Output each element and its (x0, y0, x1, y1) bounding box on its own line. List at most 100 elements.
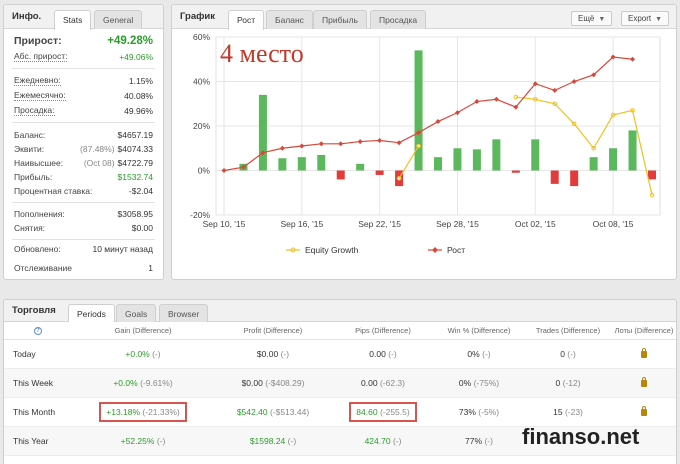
bar (472, 149, 481, 171)
table-row: This Month +13.18% (-21.33%) $542.40 (-$… (4, 397, 676, 427)
withdrawals-value: $0.00 (131, 223, 153, 233)
updated-value: 10 минут назад (92, 244, 153, 254)
bar (375, 170, 384, 175)
bar (258, 94, 267, 171)
growth-value: +49.28% (107, 35, 153, 47)
legend-equity-label: Equity Growth (305, 245, 359, 255)
table-row: Today +0.0% (-) $0.00 (-) 0.00 (-) 0% (-… (4, 339, 676, 369)
watermark-text: finanso.net (522, 424, 640, 449)
table-row: This Week +0.0% (-9.61%) $0.00 (-$408.29… (4, 368, 676, 398)
lock-icon (641, 347, 647, 358)
y-tick-label: -20% (190, 210, 210, 220)
win-value: 0% (467, 348, 480, 359)
gain-cell: +0.0% (-) (72, 339, 214, 369)
rost-point (474, 99, 480, 105)
rost-point (630, 56, 636, 62)
rost-point (571, 79, 577, 84)
tab-browser[interactable]: Browser (159, 304, 209, 322)
gain-diff: (-9.61%) (140, 377, 173, 388)
more-button-label: Ещё (578, 14, 595, 23)
deposits-label: Пополнения: (14, 209, 65, 219)
withdrawals-row: Снятия: $0.00 (14, 222, 153, 234)
win-cell: 0% (-) (434, 339, 524, 369)
equity-value-group: (87.48%) $4074.33 (80, 143, 153, 155)
equity-growth-line (398, 145, 420, 179)
col-trades: Trades (Difference) (524, 322, 612, 340)
rost-point (299, 143, 305, 149)
gain-diff: (-) (152, 348, 161, 359)
bar (336, 170, 345, 180)
profit-value: $0.00 (256, 348, 279, 359)
chart-overlay-text: 4 место (220, 39, 304, 68)
more-button[interactable]: Ещё ▼ (571, 11, 613, 26)
rost-point (610, 54, 616, 60)
deposits-value: $3058.95 (117, 209, 153, 219)
growth-chart: 60% 40% 20% 0% -20%Sep 10, '15 Sep 16, '15 Sep… (190, 32, 661, 255)
rost-line (223, 56, 633, 172)
tab-profit[interactable]: Прибыль (313, 10, 367, 29)
tab-drawdown[interactable]: Просадка (370, 10, 427, 29)
rost-point (240, 164, 246, 170)
y-tick-label: 60% (193, 32, 210, 42)
x-tick-label: Sep 10, '15 (203, 219, 246, 229)
profit-row: Прибыль: $1532.74 (14, 171, 153, 183)
interest-label: Процентная ставка: (14, 186, 93, 196)
win-cell: 73% (-5%) (434, 397, 524, 427)
pips-value: 84.60 (356, 406, 378, 417)
rost-point (493, 96, 499, 102)
deposits-row: Пополнения: $3058.95 (14, 208, 153, 220)
x-tick-label: Sep 16, '15 (280, 219, 323, 229)
win-value: 73% (458, 406, 476, 417)
table-header-row: ? Gain (Difference) Profit (Difference) … (4, 322, 676, 340)
trades-diff: (-12) (562, 377, 581, 388)
bar (434, 157, 442, 171)
tab-periods[interactable]: Periods (68, 304, 115, 322)
tab-balance[interactable]: Баланс (266, 10, 313, 29)
lots-cell (612, 368, 676, 398)
win-cell: 77% (-) (434, 426, 524, 456)
trades-value: 15 (553, 406, 563, 417)
pips-diff: (-) (392, 435, 402, 446)
gain-diff: (-21.33%) (142, 406, 180, 417)
gain-cell: +13.18% (-21.33%) (72, 397, 214, 427)
win-diff: (-) (484, 435, 493, 446)
rost-point (279, 145, 285, 151)
chart-panel: График Рост Баланс Прибыль Просадка Ещё ▼… (171, 4, 677, 280)
tab-growth[interactable]: Рост (228, 10, 265, 30)
win-diff: (-5%) (478, 406, 500, 417)
export-button[interactable]: Export ▼ (621, 11, 670, 26)
win-value: 0% (458, 377, 472, 388)
profit-cell: $1598.24 (-) (214, 426, 332, 456)
bar (531, 139, 540, 171)
rost-point (416, 130, 422, 136)
lock-icon (641, 376, 647, 387)
period-label: This Week (4, 368, 72, 398)
tab-stats[interactable]: Stats (54, 10, 92, 30)
pips-value: 0.00 (361, 377, 378, 388)
legend-rost-label: Рост (447, 245, 465, 255)
bar (278, 158, 287, 171)
highest-row: Наивысшее: (Oct 08) $4722.79 (14, 157, 153, 169)
abs-growth-value: +49.06% (119, 52, 153, 62)
y-tick-label: 20% (193, 121, 210, 131)
pips-diff: (-) (388, 348, 397, 359)
abs-growth-label: Абс. прирост: (14, 51, 68, 62)
tab-general[interactable]: General (94, 10, 143, 29)
divider (12, 68, 155, 69)
info-icon[interactable]: ? (34, 327, 42, 336)
col-win: Win % (Difference) (434, 322, 524, 340)
daily-value: 1.15% (128, 76, 153, 86)
bar (628, 130, 637, 171)
bar (414, 50, 423, 171)
profit-diff: (-$408.29) (265, 377, 305, 388)
daily-label: Ежедневно: (14, 75, 61, 86)
trades-diff: (-) (567, 348, 576, 359)
drawdown-value: 49.96% (124, 106, 153, 116)
divider (12, 122, 155, 123)
tab-goals[interactable]: Goals (116, 304, 157, 322)
legend-equity-marker (290, 247, 296, 253)
highlight-box: +13.18% (-21.33%) (99, 401, 187, 422)
growth-label: Прирост: (14, 35, 62, 47)
x-tick-label: Sep 22, '15 (358, 219, 401, 229)
gain-value: +0.0% (125, 348, 150, 359)
